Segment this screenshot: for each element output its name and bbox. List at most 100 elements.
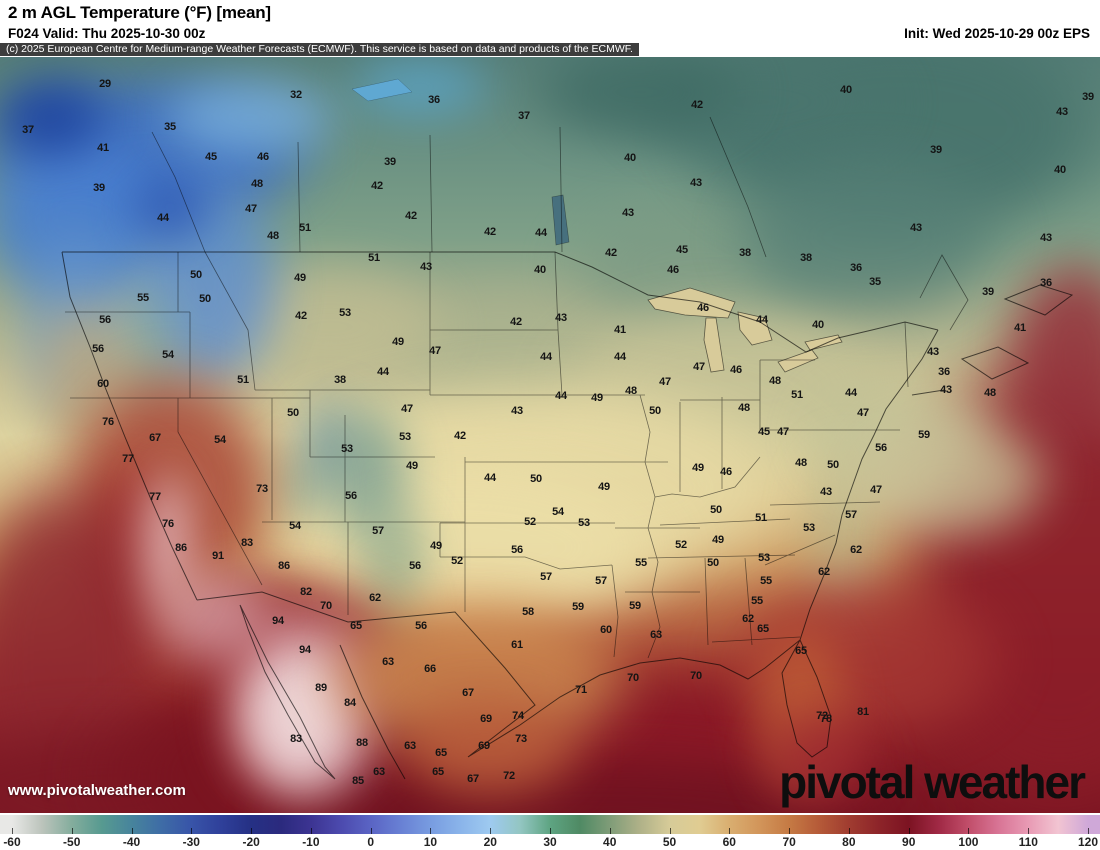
temp-value-label: 70 xyxy=(320,600,332,612)
temp-value-label: 38 xyxy=(334,374,346,386)
field-blob xyxy=(125,172,215,242)
colorbar-tick-label: 30 xyxy=(543,835,557,849)
temp-value-label: 56 xyxy=(875,442,887,454)
colorbar-tick xyxy=(251,828,253,834)
temp-value-label: 47 xyxy=(401,403,413,415)
temp-value-label: 50 xyxy=(287,407,299,419)
colorbar-tick xyxy=(71,828,73,834)
temp-value-label: 39 xyxy=(384,156,396,168)
temp-value-label: 32 xyxy=(290,89,302,101)
temp-value-label: 44 xyxy=(157,212,169,224)
temp-value-label: 56 xyxy=(415,620,427,632)
colorbar-tick-label: -20 xyxy=(242,835,260,849)
temp-value-label: 42 xyxy=(454,430,466,442)
temp-value-label: 56 xyxy=(409,560,421,572)
temp-value-label: 74 xyxy=(512,710,524,722)
temp-value-label: 49 xyxy=(712,534,724,546)
field-blob xyxy=(760,707,880,807)
colorbar-gradient-bar xyxy=(0,815,1100,834)
temp-value-label: 43 xyxy=(555,312,567,324)
temp-value-label: 55 xyxy=(635,557,647,569)
temp-value-label: 47 xyxy=(693,361,705,373)
temp-value-label: 65 xyxy=(435,747,447,759)
temp-value-label: 43 xyxy=(940,384,952,396)
temp-value-label: 45 xyxy=(205,151,217,163)
temp-value-label: 65 xyxy=(795,645,807,657)
colorbar-tick-label: 60 xyxy=(722,835,736,849)
colorbar-tick-labels-row: -60 -50 -40 -30 -20 -10 0 10 20 30 40 50 60 70 80 90 100… xyxy=(0,834,1100,850)
colorbar-tick xyxy=(430,828,432,834)
temp-value-label: 46 xyxy=(667,264,679,276)
temp-value-label: 50 xyxy=(710,504,722,516)
temp-value-label: 53 xyxy=(578,517,590,529)
colorbar-tick-label: 80 xyxy=(842,835,856,849)
pivotal-weather-logo: pivotal weather xyxy=(779,756,1086,808)
temp-value-label: 49 xyxy=(406,460,418,472)
temp-value-label: 59 xyxy=(629,600,641,612)
temp-value-label: 46 xyxy=(257,151,269,163)
temp-value-label: 53 xyxy=(339,307,351,319)
temp-value-label: 62 xyxy=(818,566,830,578)
coastlines-and-national-borders xyxy=(61,251,1074,780)
temp-value-label: 48 xyxy=(769,375,781,387)
temp-value-label: 77 xyxy=(149,491,161,503)
temp-value-label: 46 xyxy=(720,466,732,478)
temp-value-label: 86 xyxy=(278,560,290,572)
temp-value-label: 83 xyxy=(241,537,253,549)
temp-value-label: 36 xyxy=(938,366,950,378)
temp-value-label: 63 xyxy=(382,656,394,668)
temp-value-label: 53 xyxy=(803,522,815,534)
temp-value-label: 36 xyxy=(428,94,440,106)
temp-value-label: 70 xyxy=(690,670,702,682)
forecast-info-row: F024 Valid: Thu 2025-10-30 00z Init: Wed… xyxy=(8,26,1090,41)
colorbar-tick xyxy=(729,828,731,834)
colorbar-tick xyxy=(968,828,970,834)
temp-value-label: 84 xyxy=(344,697,356,709)
colorbar-tick-label: 40 xyxy=(603,835,617,849)
temp-value-label: 44 xyxy=(614,351,626,363)
temp-value-label: 70 xyxy=(627,672,639,684)
temp-value-label: 88 xyxy=(356,737,368,749)
temp-value-label: 51 xyxy=(791,389,803,401)
colorbar-tick-label: 110 xyxy=(1018,835,1038,849)
colorbar-tick xyxy=(131,828,133,834)
temp-labels-layer: 29 32 36 37 42 40 43 39 37 35 39 41 45 46 39 40 40 39 48 42… xyxy=(0,57,1100,813)
temp-value-label: 65 xyxy=(432,766,444,778)
temp-value-label: 43 xyxy=(511,405,523,417)
temp-value-label: 44 xyxy=(555,390,567,402)
temp-value-label: 46 xyxy=(697,302,709,314)
temp-value-label: 39 xyxy=(982,286,994,298)
temp-value-label: 76 xyxy=(102,416,114,428)
temp-value-label: 47 xyxy=(857,407,869,419)
temp-value-label: 43 xyxy=(1056,106,1068,118)
temp-value-label: 43 xyxy=(622,207,634,219)
colorbar-tick-label: -10 xyxy=(302,835,320,849)
temp-value-label: 51 xyxy=(299,222,311,234)
temp-value-label: 49 xyxy=(430,540,442,552)
map-header: 2 m AGL Temperature (°F) [mean] F024 Val… xyxy=(0,0,1100,57)
temp-value-label: 37 xyxy=(518,110,530,122)
temp-value-label: 66 xyxy=(424,663,436,675)
temp-value-label: 67 xyxy=(462,687,474,699)
temp-value-label: 57 xyxy=(595,575,607,587)
temp-value-label: 53 xyxy=(341,443,353,455)
watermark-url: www.pivotalweather.com xyxy=(8,782,186,799)
temp-value-label: 57 xyxy=(540,571,552,583)
field-blob xyxy=(0,72,115,162)
temp-value-label: 50 xyxy=(827,459,839,471)
temp-value-label: 56 xyxy=(99,314,111,326)
temp-value-label: 36 xyxy=(1040,277,1052,289)
temp-value-label: 54 xyxy=(162,349,174,361)
colorbar-tick xyxy=(11,828,13,834)
temp-value-label: 73 xyxy=(256,483,268,495)
temp-value-label: 49 xyxy=(392,336,404,348)
temp-value-label: 40 xyxy=(624,152,636,164)
temp-value-label: 39 xyxy=(930,144,942,156)
temp-value-label: 42 xyxy=(405,210,417,222)
temp-value-label: 82 xyxy=(300,586,312,598)
temp-value-label: 53 xyxy=(399,431,411,443)
temp-value-label: 43 xyxy=(690,177,702,189)
temp-value-label: 49 xyxy=(598,481,610,493)
colorbar-tick xyxy=(669,828,671,834)
